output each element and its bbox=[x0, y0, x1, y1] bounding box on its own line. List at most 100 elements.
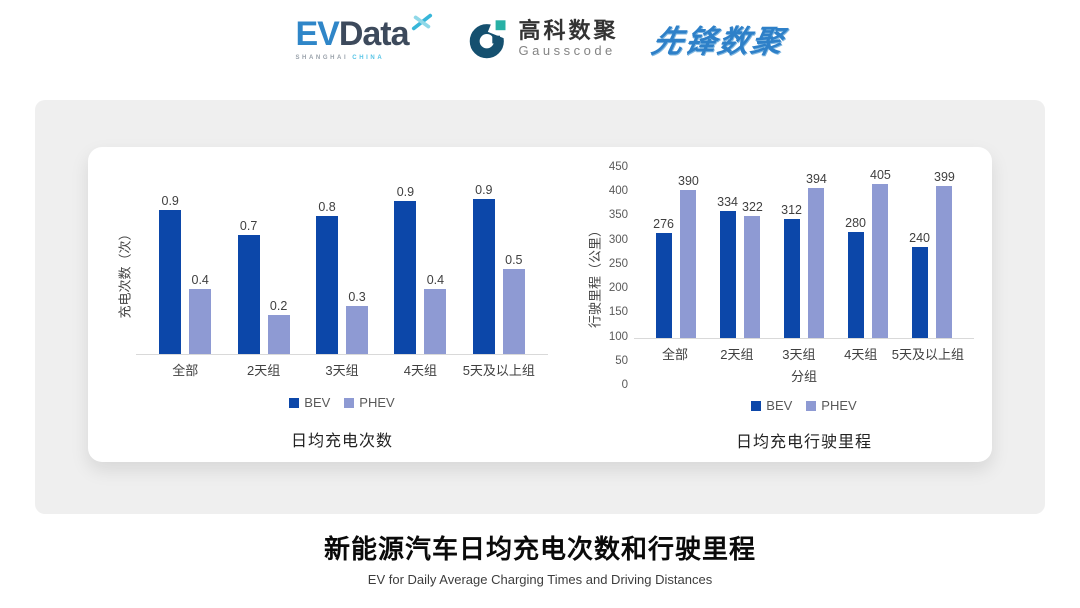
y-tick-label: 250 bbox=[608, 257, 628, 270]
chart-body: 行驶里程（公里） 0 50 100 150 200 250 300 350 400 450 276… bbox=[582, 161, 974, 391]
legend-swatch bbox=[751, 400, 762, 411]
evdata-tagline-shanghai: SHANGHAI bbox=[295, 54, 349, 61]
bar-group: 280 405 bbox=[836, 167, 900, 338]
bar-wrap: 0.3 bbox=[346, 167, 369, 354]
phev-bar bbox=[872, 184, 889, 338]
gausscode-text-cn: 高科数聚 bbox=[518, 17, 619, 43]
legend-item-bev: BEV bbox=[289, 395, 330, 410]
phev-bar bbox=[346, 306, 369, 354]
legend-item-bev: BEV bbox=[751, 398, 792, 413]
sparkle-x-icon bbox=[411, 13, 432, 30]
chart-title: 日均充电行驶里程 bbox=[735, 434, 872, 451]
plot-column: 276 390 334 322 312 394 280 405 240 399 全部 2天组 3天组 4… bbox=[634, 167, 974, 385]
legend: BEV PHEV bbox=[112, 395, 548, 410]
y-tick-label: 50 bbox=[615, 354, 628, 367]
gausscode-text-en: Gausscode bbox=[518, 42, 616, 58]
bar-wrap: 390 bbox=[678, 167, 699, 338]
bev-bar bbox=[237, 235, 260, 354]
bar-value-label: 394 bbox=[806, 172, 827, 187]
x-axis-label: 分组 bbox=[790, 369, 817, 384]
evdata-tagline-china: CHINA bbox=[352, 54, 385, 61]
category-label: 全部 bbox=[661, 347, 688, 362]
y-axis-ticks: 0 50 100 150 200 250 300 350 400 450 bbox=[606, 161, 634, 391]
legend-swatch bbox=[806, 400, 817, 411]
y-tick-label: 200 bbox=[608, 282, 628, 295]
chart-body: 充电次数（次） 0.9 0.4 0.7 0.2 0.8 0.3 0.9 0.4 0.9 0.5 全… bbox=[112, 167, 548, 379]
bar-group: 276 390 bbox=[644, 167, 708, 338]
plot-area: 276 390 334 322 312 394 280 405 240 399 bbox=[634, 167, 974, 339]
gausscode-wordmark: 高科数聚 Gausscode bbox=[518, 17, 619, 58]
bar-group: 0.8 0.3 bbox=[303, 167, 381, 354]
bar-wrap: 334 bbox=[717, 167, 738, 338]
y-tick-label: 300 bbox=[608, 233, 628, 246]
category-label: 3天组 bbox=[325, 363, 359, 378]
evdata-logo: EV Data SHANGHAI CHINA bbox=[295, 13, 432, 61]
xianfeng-logo: 先锋数聚 bbox=[648, 16, 787, 61]
gray-panel: 充电次数（次） 0.9 0.4 0.7 0.2 0.8 0.3 0.9 0.4 0.9 0.5 全… bbox=[35, 100, 1045, 514]
category-label: 5天及以上组 bbox=[891, 347, 964, 362]
caption: 新能源汽车日均充电次数和行驶里程 EV for Daily Average Ch… bbox=[0, 529, 1080, 587]
bar-wrap: 312 bbox=[781, 167, 802, 338]
charts-card: 充电次数（次） 0.9 0.4 0.7 0.2 0.8 0.3 0.9 0.4 0.9 0.5 全… bbox=[88, 147, 992, 462]
xianfeng-text: 先锋数聚 bbox=[648, 24, 788, 59]
bar-value-label: 312 bbox=[781, 203, 802, 218]
bar-value-label: 0.4 bbox=[426, 273, 445, 288]
phev-bar bbox=[808, 188, 825, 338]
bar-value-label: 276 bbox=[653, 217, 674, 232]
bar-wrap: 0.2 bbox=[267, 167, 290, 354]
bar-wrap: 276 bbox=[653, 167, 674, 338]
chart-daily-charging-times: 充电次数（次） 0.9 0.4 0.7 0.2 0.8 0.3 0.9 0.4 0.9 0.5 全… bbox=[112, 167, 548, 451]
bar-wrap: 280 bbox=[845, 167, 866, 338]
phev-bar bbox=[267, 314, 290, 354]
bar-wrap: 0.4 bbox=[189, 167, 212, 354]
bev-bar bbox=[472, 199, 495, 354]
bar-group: 0.9 0.4 bbox=[146, 167, 224, 354]
bar-wrap: 322 bbox=[742, 167, 763, 338]
bev-bar bbox=[316, 216, 339, 354]
bar-group: 0.7 0.2 bbox=[224, 167, 302, 354]
phev-bar bbox=[189, 289, 212, 354]
bar-value-label: 399 bbox=[934, 170, 955, 185]
bar-value-label: 280 bbox=[845, 215, 866, 230]
legend-swatch bbox=[289, 397, 300, 408]
bar-wrap: 0.8 bbox=[316, 167, 339, 354]
bar-wrap: 399 bbox=[934, 167, 955, 338]
legend-swatch bbox=[344, 397, 355, 408]
phev-bar bbox=[424, 289, 447, 354]
evdata-text-data: Data bbox=[338, 14, 410, 53]
bar-wrap: 0.9 bbox=[472, 167, 495, 354]
bar-value-label: 240 bbox=[909, 230, 930, 245]
bar-value-label: 0.4 bbox=[191, 273, 209, 288]
bar-wrap: 0.9 bbox=[159, 167, 182, 354]
bev-bar bbox=[655, 233, 672, 338]
bar-group: 312 394 bbox=[772, 167, 836, 338]
phev-bar bbox=[744, 215, 761, 338]
legend-label: PHEV bbox=[359, 395, 395, 410]
bev-bar bbox=[719, 211, 736, 338]
bar-wrap: 405 bbox=[870, 167, 891, 338]
category-label: 3天组 bbox=[782, 347, 816, 362]
y-axis-label-wrap: 行驶里程（公里） bbox=[582, 167, 606, 385]
y-tick-label: 400 bbox=[608, 185, 628, 198]
gausscode-logo: 高科数聚 Gausscode bbox=[467, 17, 619, 61]
chart-title: 日均充电次数 bbox=[290, 433, 393, 450]
category-label: 4天组 bbox=[844, 347, 878, 362]
bar-group: 240 399 bbox=[900, 167, 964, 338]
bar-wrap: 394 bbox=[806, 167, 827, 338]
bev-bar bbox=[394, 201, 417, 354]
legend-label: BEV bbox=[304, 395, 331, 410]
bar-value-label: 0.9 bbox=[475, 183, 493, 198]
bev-bar bbox=[159, 209, 182, 354]
bar-value-label: 0.5 bbox=[505, 253, 523, 267]
category-label: 5天及以上组 bbox=[462, 363, 535, 378]
bar-wrap: 0.7 bbox=[237, 167, 260, 354]
legend-label: BEV bbox=[766, 398, 793, 413]
y-tick-label: 150 bbox=[608, 306, 628, 319]
bar-value-label: 0.9 bbox=[161, 193, 179, 208]
legend-item-phev: PHEV bbox=[806, 398, 857, 413]
y-tick-label: 100 bbox=[608, 330, 628, 343]
bar-value-label: 334 bbox=[717, 195, 738, 210]
category-labels: 全部 2天组 3天组 4天组 5天及以上组 bbox=[136, 360, 548, 379]
category-label: 2天组 bbox=[720, 347, 754, 362]
evdata-tagline: SHANGHAI CHINA bbox=[295, 55, 384, 61]
